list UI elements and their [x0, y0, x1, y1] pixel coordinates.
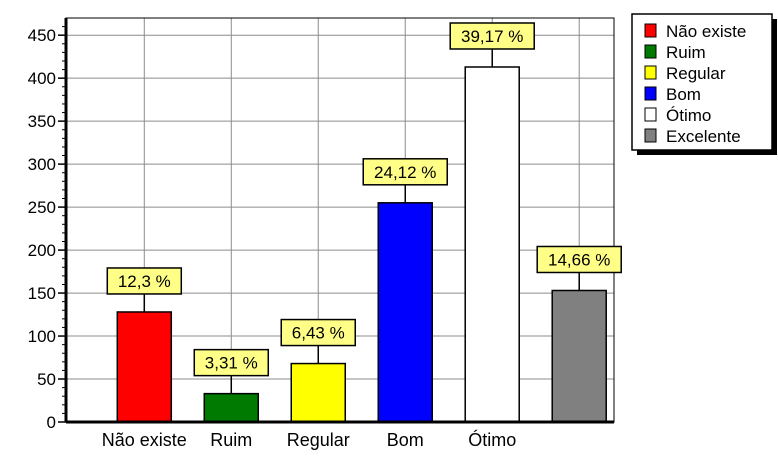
y-tick-label: 400: [28, 69, 56, 88]
bar-5: [551, 289, 607, 423]
y-tick-label: 200: [28, 241, 56, 260]
data-label-box: [106, 267, 183, 295]
bar-0: [116, 311, 173, 423]
legend-swatch-0: [644, 23, 657, 38]
data-label-box: [280, 318, 357, 347]
data-label-1: 3,31 %: [205, 354, 258, 373]
data-label-box: [449, 22, 535, 50]
y-tick-label: 350: [28, 112, 56, 131]
y-tick-label: 50: [37, 370, 56, 389]
data-labels: 12,3 % 3,31 % 6,43 % 24,12 % 39,17 % 14,66 %: [106, 22, 622, 394]
data-label-4: 39,17 %: [461, 27, 523, 46]
legend-label-5: Excelente: [666, 127, 741, 146]
data-label-2: 6,43 %: [292, 324, 345, 343]
bar-4: [464, 66, 520, 423]
legend: Não existe Ruim Regular Bom Ótimo Excelente: [631, 13, 777, 155]
x-tick-label: Ruim: [210, 430, 252, 450]
y-tick-label: 300: [28, 155, 56, 174]
x-axis-ticks: Não existe Ruim Regular Bom Ótimo: [102, 429, 516, 450]
data-label-box: [536, 245, 622, 274]
bar-2: [290, 362, 347, 423]
x-tick-label: Não existe: [102, 430, 187, 450]
legend-label-2: Regular: [666, 64, 726, 83]
legend-label-1: Ruim: [666, 43, 706, 62]
x-tick-label: Bom: [387, 430, 424, 450]
y-tick-label: 150: [28, 284, 56, 303]
x-tick-label: Ótimo: [468, 429, 516, 450]
legend-swatch-5: [644, 128, 657, 143]
legend-label-3: Bom: [666, 85, 701, 104]
data-label-box: [362, 158, 448, 186]
y-tick-label: 100: [28, 327, 56, 346]
y-tick-label: 0: [47, 413, 56, 432]
legend-label-0: Não existe: [666, 22, 746, 41]
y-axis-ticks: 0 50 100 150 200 250 300 350 400 450: [28, 26, 66, 432]
y-tick-label: 250: [28, 198, 56, 217]
legend-swatch-4: [644, 107, 657, 122]
bars: [116, 66, 607, 423]
x-tick-label: Regular: [287, 430, 350, 450]
bar-3: [377, 202, 433, 423]
y-tick-label: 450: [28, 26, 56, 45]
bar-1: [203, 392, 260, 423]
legend-swatch-2: [644, 65, 657, 80]
data-label-5: 14,66 %: [548, 250, 610, 269]
axes: [64, 17, 615, 424]
legend-swatch-1: [644, 44, 657, 59]
legend-swatch-3: [644, 86, 657, 101]
data-label-3: 24,12 %: [374, 163, 436, 182]
data-label-box: [193, 348, 270, 377]
data-label-0: 12,3 %: [118, 272, 171, 291]
legend-label-4: Ótimo: [666, 106, 711, 125]
